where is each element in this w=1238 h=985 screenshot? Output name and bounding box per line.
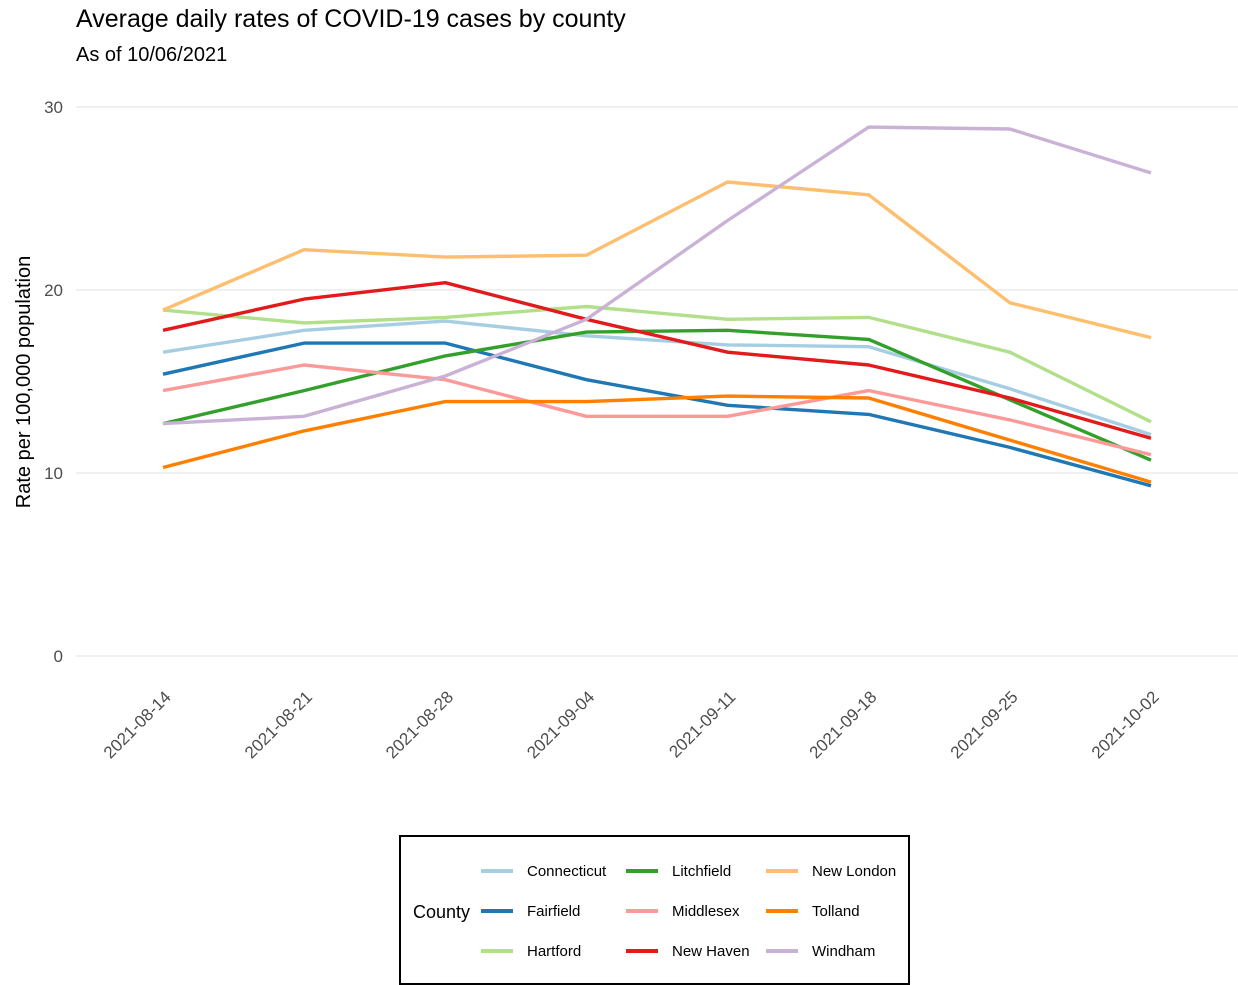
- series-line-middlesex: [162, 363, 1152, 457]
- x-tick-label: 2021-10-02: [1088, 687, 1163, 762]
- x-tick-label: 2021-08-14: [100, 687, 175, 762]
- legend-key-hartford: [481, 949, 513, 953]
- y-tick-label: 30: [44, 98, 63, 117]
- legend-item-new-haven: New Haven: [626, 941, 750, 961]
- x-tick-label: 2021-08-28: [382, 687, 457, 762]
- x-tick-label: 2021-09-18: [806, 687, 881, 762]
- y-tick-label: 20: [44, 281, 63, 300]
- legend-key-connecticut: [481, 869, 513, 873]
- x-tick-label: 2021-09-04: [523, 687, 598, 762]
- series-line-fairfield: [162, 341, 1152, 488]
- legend-item-hartford: Hartford: [481, 941, 581, 961]
- chart-subtitle: As of 10/06/2021: [76, 44, 228, 66]
- legend-item-new-london: New London: [766, 861, 896, 881]
- line-chart: 0 10 20 30 2021-08-14 2021-08-21 2021-08-28 20…: [13, 98, 1238, 762]
- series-line-tolland: [162, 394, 1152, 484]
- legend-label: New London: [812, 862, 897, 880]
- legend-label: Tolland: [812, 902, 860, 920]
- legend-key-middlesex: [626, 909, 658, 913]
- x-tick-label: 2021-08-21: [241, 687, 316, 762]
- legend-label: Middlesex: [672, 902, 740, 920]
- y-axis-title: Rate per 100,000 population: [13, 256, 35, 508]
- legend-label: Litchfield: [672, 862, 732, 880]
- legend-label: New Haven: [672, 942, 750, 960]
- series-line-hartford: [162, 304, 1152, 424]
- legend-item-litchfield: Litchfield: [626, 861, 731, 881]
- legend: County Connecticut Fairfield Hartford Litch…: [399, 835, 910, 985]
- legend-key-tolland: [766, 909, 798, 913]
- legend-label: Hartford: [527, 942, 582, 960]
- legend-key-new-london: [766, 869, 798, 873]
- x-tick-label: 2021-09-11: [665, 687, 739, 761]
- series-line-connecticut: [162, 319, 1152, 437]
- series-line-new-london: [162, 180, 1152, 340]
- legend-item-fairfield: Fairfield: [481, 901, 580, 921]
- chart-title: Average daily rates of COVID-19 cases by…: [76, 5, 626, 33]
- legend-item-connecticut: Connecticut: [481, 861, 606, 881]
- series-line-litchfield: [162, 328, 1152, 462]
- legend-label: Windham: [812, 942, 876, 960]
- series-line-windham: [162, 125, 1152, 426]
- legend-key-new-haven: [626, 949, 658, 953]
- legend-item-tolland: Tolland: [766, 901, 860, 921]
- x-tick-label: 2021-09-25: [947, 687, 1022, 762]
- legend-label: Connecticut: [527, 862, 607, 880]
- legend-item-windham: Windham: [766, 941, 875, 961]
- series-line-new-haven: [162, 281, 1152, 440]
- legend-key-litchfield: [626, 869, 658, 873]
- legend-label: Fairfield: [527, 902, 581, 920]
- legend-key-fairfield: [481, 909, 513, 913]
- legend-item-middlesex: Middlesex: [626, 901, 740, 921]
- legend-title: County: [413, 902, 471, 922]
- y-tick-label: 10: [44, 464, 63, 483]
- legend-key-windham: [766, 949, 798, 953]
- y-tick-label: 0: [54, 647, 63, 666]
